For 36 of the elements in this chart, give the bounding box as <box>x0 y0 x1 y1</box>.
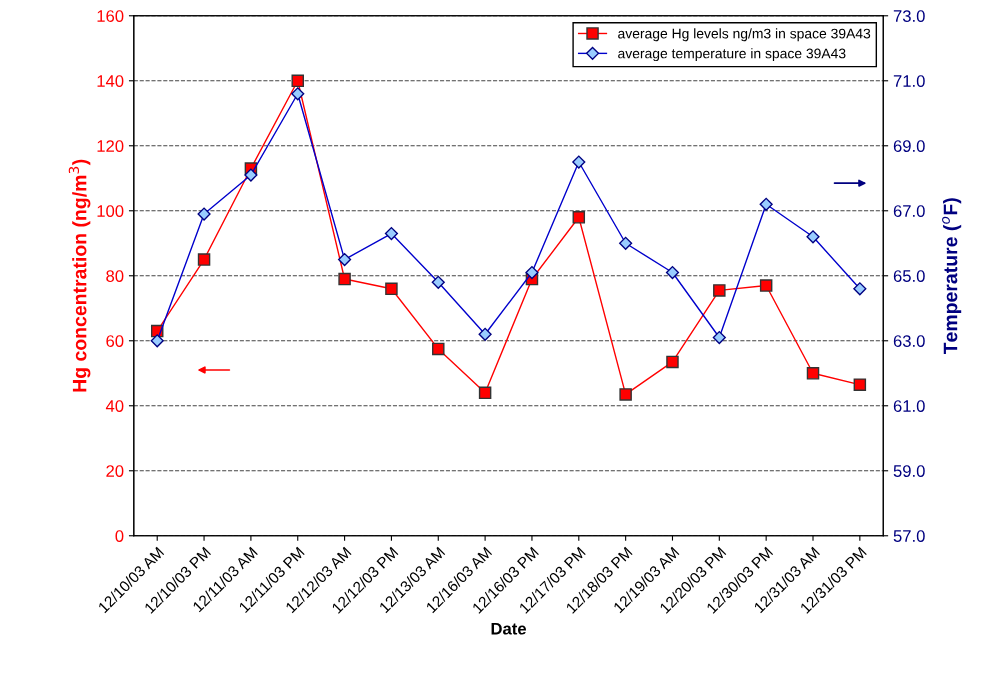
legend-label: average Hg levels ng/m3 in space 39A43 <box>618 28 871 42</box>
y-tick-label: 20 <box>106 465 124 477</box>
point <box>478 386 492 400</box>
y-tick-label: 80 <box>106 270 124 282</box>
point <box>713 284 726 297</box>
point <box>572 211 586 224</box>
y2-tick-label: 73.0 <box>893 10 925 22</box>
y2-tick-label: 65.0 <box>893 270 925 282</box>
point <box>197 253 211 266</box>
y-tick-label: 160 <box>97 10 124 22</box>
y-tick-label: 120 <box>97 140 124 152</box>
point <box>806 367 820 380</box>
y2-tick-label: 61.0 <box>893 400 925 412</box>
point <box>853 378 867 391</box>
x-axis-title: Date <box>491 622 527 635</box>
y-tick-label: 140 <box>97 75 124 87</box>
y2-tick-label: 69.0 <box>893 140 925 152</box>
y-axis-title: Hg concentration (ng/m$^{3}$) <box>68 159 91 392</box>
y-tick-label: 100 <box>97 205 124 217</box>
point <box>432 342 445 356</box>
legend-label: average temperature in space 39A43 <box>618 48 846 62</box>
point <box>666 355 679 369</box>
y2-tick-label: 67.0 <box>893 205 925 217</box>
point <box>385 282 398 296</box>
point <box>619 388 632 401</box>
y2-tick-label: 71.0 <box>893 75 925 87</box>
point <box>338 272 351 286</box>
y2-axis-title: Temperature ($^{o}$F) <box>942 198 962 355</box>
y-tick-label: 60 <box>106 335 124 347</box>
y2-tick-label: 59.0 <box>893 465 925 477</box>
y2-tick-label: 63.0 <box>893 335 925 347</box>
y-tick-label: 0 <box>115 530 124 542</box>
y2-tick-label: 57.0 <box>893 530 925 542</box>
point <box>759 279 773 292</box>
y-tick-label: 40 <box>105 400 124 412</box>
point <box>291 74 304 88</box>
